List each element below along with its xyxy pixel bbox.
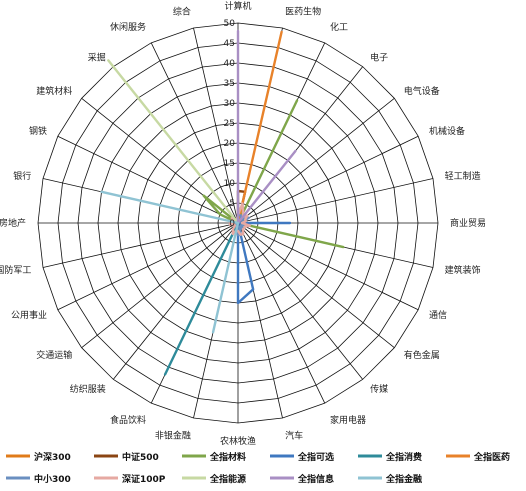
category-label: 农林牧渔 [220, 435, 256, 447]
legend-label: 中小300 [34, 473, 71, 485]
r-tick-label: 10 [224, 179, 236, 189]
spoke-line [42, 222, 239, 268]
category-label: 房地产 [0, 217, 26, 229]
r-tick-label: 35 [224, 79, 235, 89]
r-tick-label: 0 [229, 219, 235, 229]
series-line [236, 221, 292, 305]
category-label: 电子 [370, 51, 388, 63]
legend-item: 全指可选 [270, 451, 334, 463]
spoke-line [237, 97, 395, 224]
series-line [236, 29, 297, 225]
legend-item: 全指信息 [270, 473, 334, 485]
category-label: 医药生物 [285, 5, 321, 17]
category-label: 采掘 [88, 51, 106, 63]
category-label: 机械设备 [429, 125, 465, 137]
legend-label: 中证500 [122, 451, 159, 463]
legend-item: 全指材料 [182, 451, 246, 463]
r-tick-label: 5 [229, 199, 235, 209]
r-tick-label: 50 [224, 19, 236, 29]
category-label: 通信 [429, 309, 447, 321]
legend-item: 全指医药 [446, 451, 510, 463]
series-layer [100, 29, 345, 376]
category-label: 建筑材料 [36, 85, 72, 97]
r-tick-label: 15 [224, 159, 235, 169]
category-label: 食品饮料 [110, 414, 146, 426]
r-tick-label: 40 [224, 59, 236, 69]
legend-label: 深证100P [122, 473, 166, 485]
legend-item: 全指金融 [358, 473, 422, 485]
r-tick-label: 45 [224, 39, 235, 49]
spoke-line [193, 27, 239, 224]
category-label: 传媒 [370, 383, 388, 395]
legend-item: 深证100P [94, 473, 166, 485]
category-label: 非银金融 [155, 430, 191, 442]
series-line [236, 30, 283, 225]
spoke-line [112, 222, 239, 380]
category-label: 电气设备 [404, 85, 440, 97]
series-line [107, 59, 240, 225]
category-label: 家用电器 [330, 414, 366, 426]
tick-layer: 0 5 10 15 20 25 30 35 40 45 50 [224, 19, 236, 229]
category-label: 轻工制造 [445, 170, 481, 182]
category-label: 钢铁 [29, 125, 47, 137]
category-label: 休闲服务 [110, 21, 146, 33]
r-tick-label: 20 [224, 139, 236, 149]
series-line [163, 221, 240, 376]
category-label: 建筑装饰 [445, 264, 481, 276]
series-line [228, 202, 251, 236]
category-labels: 计算机 医药生物化工电子电气设备机械设备轻工制造商业贸易建筑装饰通信有色金属传媒家… [0, 0, 486, 447]
category-label: 银行 [13, 170, 31, 182]
r-tick-label: 30 [224, 99, 236, 109]
series-line [100, 190, 240, 334]
legend-label: 全指医药 [473, 451, 510, 463]
legend-label: 全指可选 [297, 451, 334, 463]
legend-label: 沪深300 [34, 451, 71, 463]
legend-item: 全指能源 [182, 473, 246, 485]
spoke-line [237, 222, 364, 380]
spoke-line [237, 222, 326, 404]
spoke-line [57, 135, 239, 224]
legend-item: 中小300 [6, 473, 71, 485]
legend-label: 全指材料 [209, 451, 246, 463]
spoke-line [57, 222, 239, 311]
category-label: 商业贸易 [450, 217, 486, 229]
category-label: 交通运输 [36, 349, 72, 361]
spoke-line [237, 178, 434, 224]
spoke-line [150, 42, 239, 224]
category-label: 纺织服装 [70, 383, 106, 395]
legend-item: 中证500 [94, 451, 159, 463]
series-line [202, 99, 345, 249]
category-label: 综合 [173, 5, 191, 17]
spoke-line [237, 222, 419, 311]
category-label: 化工 [330, 21, 348, 33]
legend-item: 全指消费 [358, 451, 422, 463]
r-tick-label: 25 [224, 119, 235, 129]
spoke-line [81, 222, 239, 349]
category-label: 公用事业 [11, 309, 47, 321]
category-label: 有色金属 [404, 349, 440, 361]
spoke-line [237, 222, 395, 349]
spoke-line [237, 135, 419, 224]
category-label: 计算机 [224, 0, 251, 12]
legend-label: 全指信息 [297, 473, 334, 485]
legend-label: 全指消费 [385, 451, 422, 463]
category-label: 国防军工 [0, 264, 31, 276]
legend-label: 全指金融 [385, 473, 422, 485]
category-label: 汽车 [285, 430, 303, 442]
legend-item: 沪深300 [6, 451, 71, 463]
legend-label: 全指能源 [209, 473, 246, 485]
